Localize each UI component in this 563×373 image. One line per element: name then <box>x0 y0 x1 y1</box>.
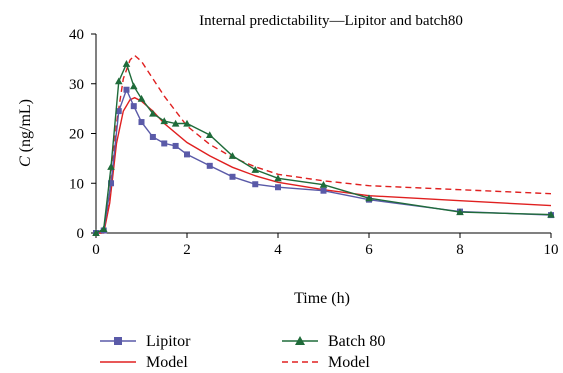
legend-label-model-solid: Model <box>146 354 188 371</box>
data-point-batch-80-observed <box>183 119 191 127</box>
data-point-lipitor-observed <box>123 86 130 93</box>
series-line-batch-80-observed <box>95 61 552 234</box>
data-point-batch-80-observed <box>228 152 237 159</box>
axes: 0 10 20 30 40 0 2 4 6 8 10 <box>69 27 559 258</box>
y-tick-label: 0 <box>77 226 85 242</box>
legend-label-model-dashed: Model <box>328 354 370 371</box>
data-point-lipitor-observed <box>252 181 259 188</box>
y-tick-label: 30 <box>69 77 84 93</box>
x-tick-label: 10 <box>544 242 559 258</box>
x-tick-label: 8 <box>456 242 464 258</box>
data-point-lipitor-observed <box>149 133 156 140</box>
y-axis-title-symbol: C <box>17 156 34 167</box>
data-point-batch-80-observed <box>160 117 169 125</box>
data-point-batch-80-observed <box>129 82 138 90</box>
data-point-lipitor-observed <box>138 119 145 126</box>
x-tick-label: 4 <box>274 242 282 258</box>
y-tick-label: 40 <box>69 27 84 43</box>
chart-title: Internal predictability—Lipitor and batc… <box>199 13 463 29</box>
data-point-batch-80-observed <box>365 194 373 202</box>
data-point-batch-80-observed <box>149 109 157 117</box>
data-point-batch-80-observed <box>547 210 555 218</box>
data-point-batch-80-observed <box>122 60 131 67</box>
data-point-batch-80-observed <box>171 119 180 127</box>
data-point-lipitor-observed <box>275 184 281 191</box>
y-axis-title-units: (ng/mL) <box>17 99 34 156</box>
series-line-lipitor-observed <box>95 87 552 234</box>
y-tick-label: 20 <box>69 127 84 143</box>
x-tick-label: 6 <box>365 242 373 258</box>
series-layer <box>92 54 555 237</box>
x-tick-label: 0 <box>92 242 100 258</box>
data-point-batch-80-observed <box>319 180 328 188</box>
data-point-batch-80-observed <box>137 94 146 102</box>
data-point-lipitor-observed <box>184 151 190 158</box>
data-point-lipitor-observed <box>206 162 213 169</box>
legend-label-batch-80-observed: Batch 80 <box>328 333 385 350</box>
legend-marker-lipitor-observed <box>114 337 122 345</box>
data-point-batch-80-observed <box>92 229 100 237</box>
data-point-batch-80-observed <box>99 225 108 233</box>
data-point-lipitor-observed <box>229 173 236 180</box>
data-point-lipitor-observed <box>115 108 122 115</box>
data-point-lipitor-observed <box>172 142 179 149</box>
data-point-batch-80-observed <box>205 131 214 139</box>
data-point-batch-80-observed <box>456 208 464 216</box>
y-axis-title: C (ng/mL) <box>17 99 34 167</box>
series-line-model-dashed <box>96 54 552 234</box>
data-point-lipitor-observed <box>161 140 168 147</box>
data-point-lipitor-observed <box>108 180 115 187</box>
legend-marker-batch-80-observed <box>295 336 305 345</box>
data-point-lipitor-observed <box>130 103 137 110</box>
x-tick-label: 2 <box>183 242 191 258</box>
legend-label-lipitor-observed: Lipitor <box>146 333 191 350</box>
data-point-batch-80-observed <box>107 163 115 170</box>
legend: Lipitor Model Batch 80 Model <box>100 333 385 371</box>
data-point-batch-80-observed <box>274 174 282 182</box>
x-axis-title: Time (h) <box>294 290 350 307</box>
data-point-lipitor-observed <box>320 187 327 194</box>
y-tick-label: 10 <box>69 176 84 192</box>
data-point-batch-80-observed <box>114 77 123 85</box>
data-point-batch-80-observed <box>251 166 260 173</box>
